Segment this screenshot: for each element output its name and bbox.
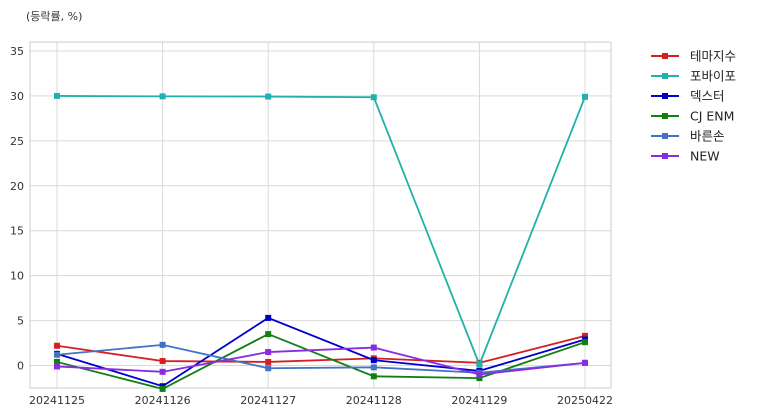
y-tick-label: 10: [10, 270, 24, 283]
data-point: [265, 314, 272, 321]
legend-label: 포바이포: [690, 69, 736, 84]
legend-swatch-marker: [662, 133, 668, 139]
legend-label: 바른손: [690, 129, 725, 144]
series-2: [54, 314, 588, 390]
series-1: [54, 92, 588, 368]
data-point: [476, 361, 483, 368]
series-line: [56, 95, 586, 368]
legend-swatch-marker: [662, 53, 668, 59]
x-tick-label: 20241125: [29, 394, 85, 407]
y-tick-label: 5: [17, 315, 24, 328]
chart-unit-label: (등락률, %): [26, 10, 82, 23]
data-point: [54, 92, 60, 99]
legend-swatch-marker: [662, 73, 668, 79]
plot-frame: [29, 41, 612, 389]
data-point: [370, 357, 377, 364]
series-line: [56, 346, 586, 376]
legend-label: 덱스터: [690, 89, 725, 104]
series-3: [54, 331, 588, 392]
y-tick-label: 20: [10, 180, 24, 193]
data-point: [54, 342, 60, 349]
legend-swatch-marker: [662, 153, 668, 159]
data-point: [265, 358, 272, 365]
data-point: [582, 359, 588, 366]
data-point: [265, 93, 272, 100]
x-tick-label: 20241129: [451, 394, 507, 407]
data-point: [54, 351, 60, 358]
series-line: [56, 343, 586, 374]
data-point: [582, 332, 588, 339]
data-point: [582, 339, 588, 346]
x-tick-label: 20250422: [557, 394, 613, 407]
data-point: [582, 93, 588, 100]
y-tick-label: 25: [10, 135, 24, 148]
series-layer: [54, 92, 588, 392]
series-line: [56, 335, 586, 364]
legend-item: 테마지수: [651, 49, 736, 64]
data-point: [159, 368, 166, 375]
y-tick-label: 0: [17, 360, 24, 373]
y-axis-ticks: 0 5 10 15 20 25 30 35: [10, 45, 24, 373]
data-point: [265, 349, 272, 356]
x-tick-label: 20241126: [135, 394, 191, 407]
data-point: [370, 344, 377, 351]
data-point: [476, 371, 483, 378]
series-5: [54, 344, 588, 378]
x-axis-ticks: 20241125 20241126 20241127 20241128 20241129…: [29, 394, 613, 407]
data-point: [476, 375, 483, 382]
legend-item: NEW: [651, 149, 720, 164]
y-tick-label: 30: [10, 90, 24, 103]
series-line: [56, 316, 586, 388]
legend-item: CJ ENM: [651, 109, 734, 124]
data-point: [370, 94, 377, 101]
data-point: [54, 358, 60, 365]
legend-swatch-marker: [662, 93, 668, 99]
data-point: [370, 364, 377, 371]
x-tick-label: 20241127: [240, 394, 296, 407]
data-point: [370, 373, 377, 380]
x-tick-label: 20241128: [346, 394, 402, 407]
y-tick-label: 15: [10, 225, 24, 238]
data-point: [54, 363, 60, 370]
data-point: [159, 341, 166, 348]
legend-item: 포바이포: [651, 69, 736, 84]
series-line: [56, 333, 586, 390]
legend-swatch-marker: [662, 113, 668, 119]
grid-lines: [30, 42, 611, 388]
data-point: [265, 365, 272, 372]
legend-label: 테마지수: [690, 49, 736, 64]
legend-label: NEW: [690, 149, 720, 164]
data-point: [159, 93, 166, 100]
data-point: [159, 385, 166, 392]
data-point: [159, 358, 166, 365]
y-tick-label: 35: [10, 45, 24, 58]
data-point: [265, 331, 272, 338]
legend-label: CJ ENM: [690, 109, 734, 124]
legend-item: 덱스터: [651, 89, 725, 104]
legend-item: 바른손: [651, 129, 725, 144]
